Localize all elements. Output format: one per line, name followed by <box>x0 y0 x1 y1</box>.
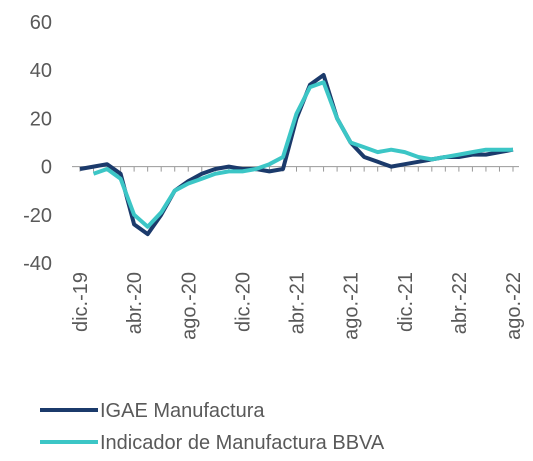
x-tick-label: dic.-21 <box>395 272 417 332</box>
x-tick-label: abr.-21 <box>287 272 309 334</box>
series-line <box>92 80 513 229</box>
legend-label: Indicador de Manufactura BBVA <box>100 432 385 454</box>
y-tick-label: 20 <box>30 108 52 130</box>
y-tick-label: 40 <box>30 60 52 82</box>
x-tick-label: abr.-20 <box>124 272 146 334</box>
x-tick-label: ago.-22 <box>503 272 525 340</box>
y-tick-label: 0 <box>41 157 52 179</box>
x-tick-label: ago.-20 <box>178 272 200 340</box>
legend-label: IGAE Manufactura <box>100 400 265 422</box>
x-tick-label: dic.-20 <box>232 272 254 332</box>
x-tick-label: dic.-19 <box>70 272 92 332</box>
x-tick-label: abr.-22 <box>449 272 471 334</box>
y-tick-label: -40 <box>23 253 52 275</box>
y-tick-label: 60 <box>30 12 52 34</box>
y-tick-label: -20 <box>23 205 52 227</box>
x-tick-label: ago.-21 <box>341 272 363 340</box>
